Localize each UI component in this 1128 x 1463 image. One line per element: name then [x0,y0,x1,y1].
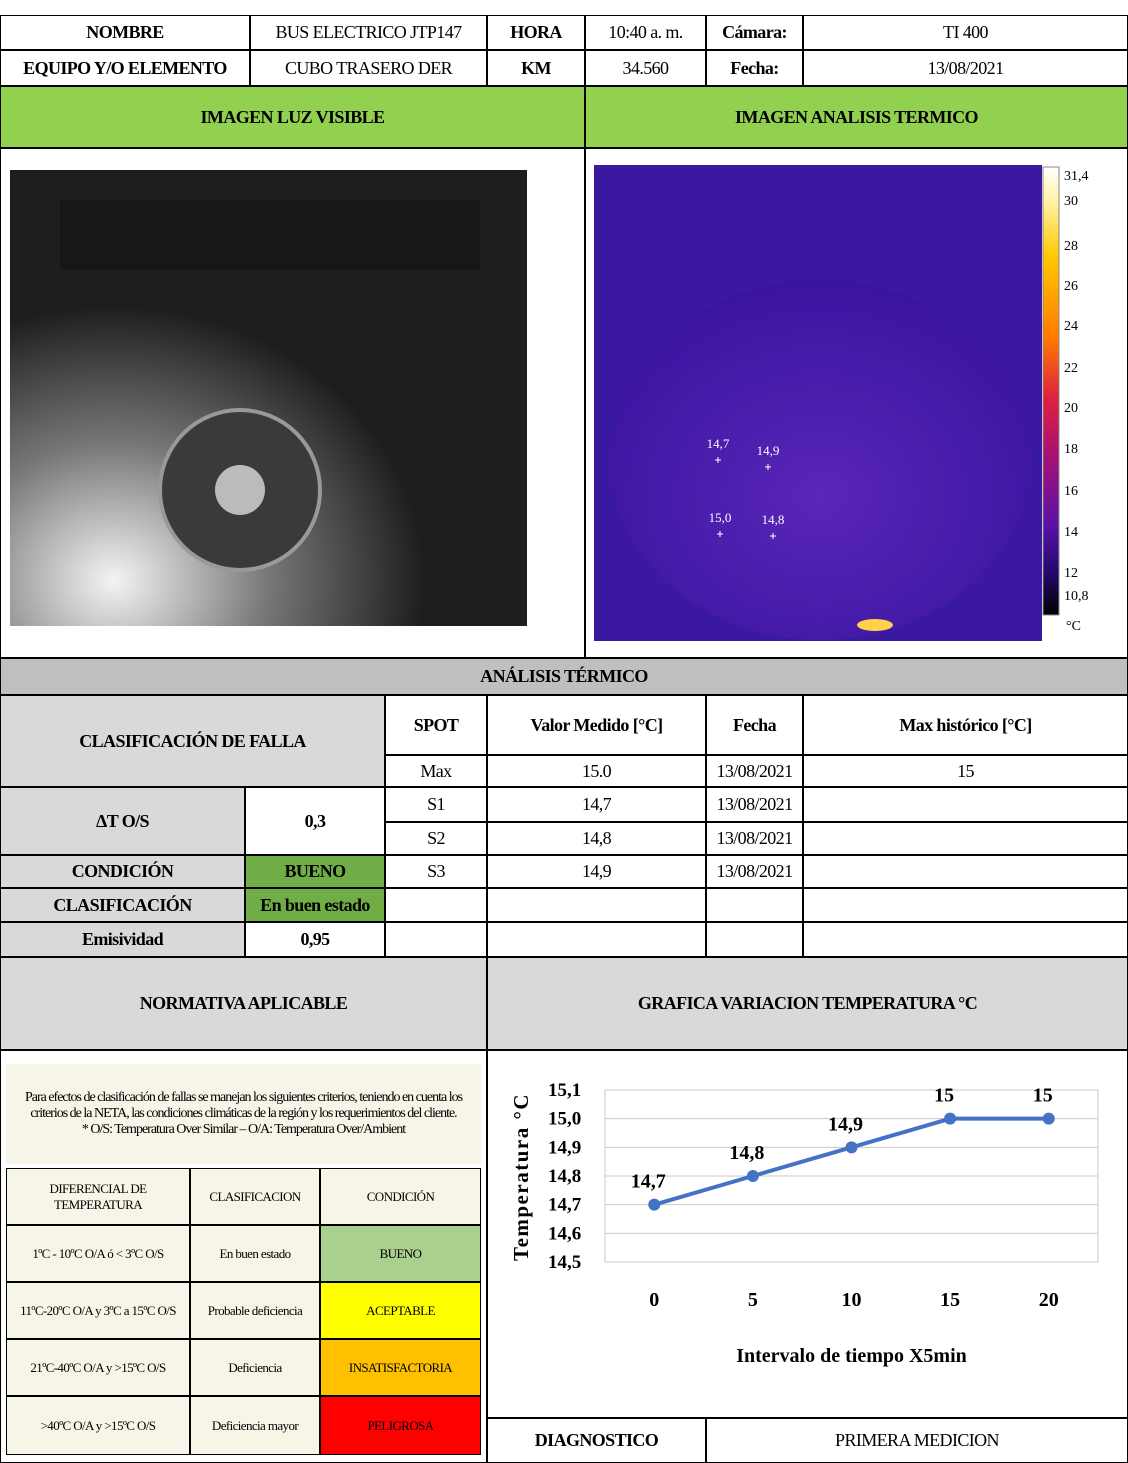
normativa-paragraph: Para efectos de clasificación de fallas … [10,1090,477,1122]
spot-cell: 14,9 [487,855,706,888]
table-value: BUENO [245,855,385,888]
header-value: CUBO TRASERO DER [250,50,487,86]
normativa-row: 21ºC-40ºC O/A y >15ºC O/S [6,1339,190,1396]
normativa-row: 1ºC - 10ºC O/A ó < 3ºC O/S [6,1225,190,1282]
chart-cell [487,1050,1128,1418]
header-value: 34.560 [585,50,706,86]
section-title: NORMATIVA APLICABLE [0,957,487,1050]
column-header: SPOT [385,695,487,755]
normativa-row: Deficiencia mayor [190,1396,320,1455]
table-label: CLASIFICACIÓN DE FALLA [0,695,385,787]
spot-cell [803,922,1128,957]
table-value: 0,3 [245,787,385,855]
page: NOMBREBUS ELECTRICO JTP147HORA10:40 a. m… [0,0,1128,1463]
column-header: Fecha [706,695,803,755]
header-label: Cámara: [706,15,803,50]
spot-cell: 13/08/2021 [706,855,803,888]
table-label: CONDICIÓN [0,855,245,888]
normativa-row: INSATISFACTORIA [320,1339,481,1396]
spot-cell: 13/08/2021 [706,755,803,787]
column-header: Valor Medido [°C] [487,695,706,755]
header-value: 10:40 a. m. [585,15,706,50]
header-label: NOMBRE [0,15,250,50]
table-label: CLASIFICACIÓN [0,888,245,922]
table-value: En buen estado [245,888,385,922]
normativa-row: BUENO [320,1225,481,1282]
normativa-row: En buen estado [190,1225,320,1282]
spot-cell: Max [385,755,487,787]
table-label: Emisividad [0,922,245,957]
spot-cell [385,922,487,957]
header-value: TI 400 [803,15,1128,50]
spot-cell [706,888,803,922]
normativa-header: DIFERENCIAL DE TEMPERATURA [6,1168,190,1225]
spot-cell [803,888,1128,922]
column-header: Max histórico [°C] [803,695,1128,755]
normativa-text: Para efectos de clasificación de fallas … [6,1064,481,1164]
normativa-row: >40ºC O/A y >15ºC O/S [6,1396,190,1455]
spot-cell [706,922,803,957]
spot-cell [803,787,1128,822]
normativa-row: ACEPTABLE [320,1282,481,1339]
image-cell [0,148,585,658]
spot-cell: 14,7 [487,787,706,822]
spot-cell: S2 [385,822,487,855]
image-cell [585,148,1128,658]
section-title: IMAGEN LUZ VISIBLE [0,86,585,148]
table-value: 0,95 [245,922,385,957]
table-label: ΔT O/S [0,787,245,855]
section-title: ANÁLISIS TÉRMICO [0,658,1128,695]
normativa-row: Probable deficiencia [190,1282,320,1339]
section-title: GRAFICA VARIACION TEMPERATURA °C [487,957,1128,1050]
spot-cell: S1 [385,787,487,822]
section-title: IMAGEN ANALISIS TERMICO [585,86,1128,148]
normativa-row: Deficiencia [190,1339,320,1396]
header-label: KM [487,50,585,86]
spot-cell [385,888,487,922]
normativa-row: 11ºC-20ºC O/A y 3ºC a 15ºC O/S [6,1282,190,1339]
spot-cell [803,855,1128,888]
spot-cell: 15.0 [487,755,706,787]
header-label: EQUIPO Y/O ELEMENTO [0,50,250,86]
spot-cell: 13/08/2021 [706,822,803,855]
spot-cell [487,888,706,922]
header-value: 13/08/2021 [803,50,1128,86]
spot-cell: 15 [803,755,1128,787]
normativa-header: CONDICIÓN [320,1168,481,1225]
table-value: PRIMERA MEDICION [706,1418,1128,1463]
header-value: BUS ELECTRICO JTP147 [250,15,487,50]
spot-cell [803,822,1128,855]
normativa-header: CLASIFICACION [190,1168,320,1225]
normativa-row: PELIGROSA [320,1396,481,1455]
spot-cell: 13/08/2021 [706,787,803,822]
header-label: HORA [487,15,585,50]
normativa-paragraph: * O/S: Temperatura Over Similar – O/A: T… [82,1122,405,1138]
spot-cell [487,922,706,957]
header-label: Fecha: [706,50,803,86]
spot-cell: S3 [385,855,487,888]
table-label: DIAGNOSTICO [487,1418,706,1463]
spot-cell: 14,8 [487,822,706,855]
